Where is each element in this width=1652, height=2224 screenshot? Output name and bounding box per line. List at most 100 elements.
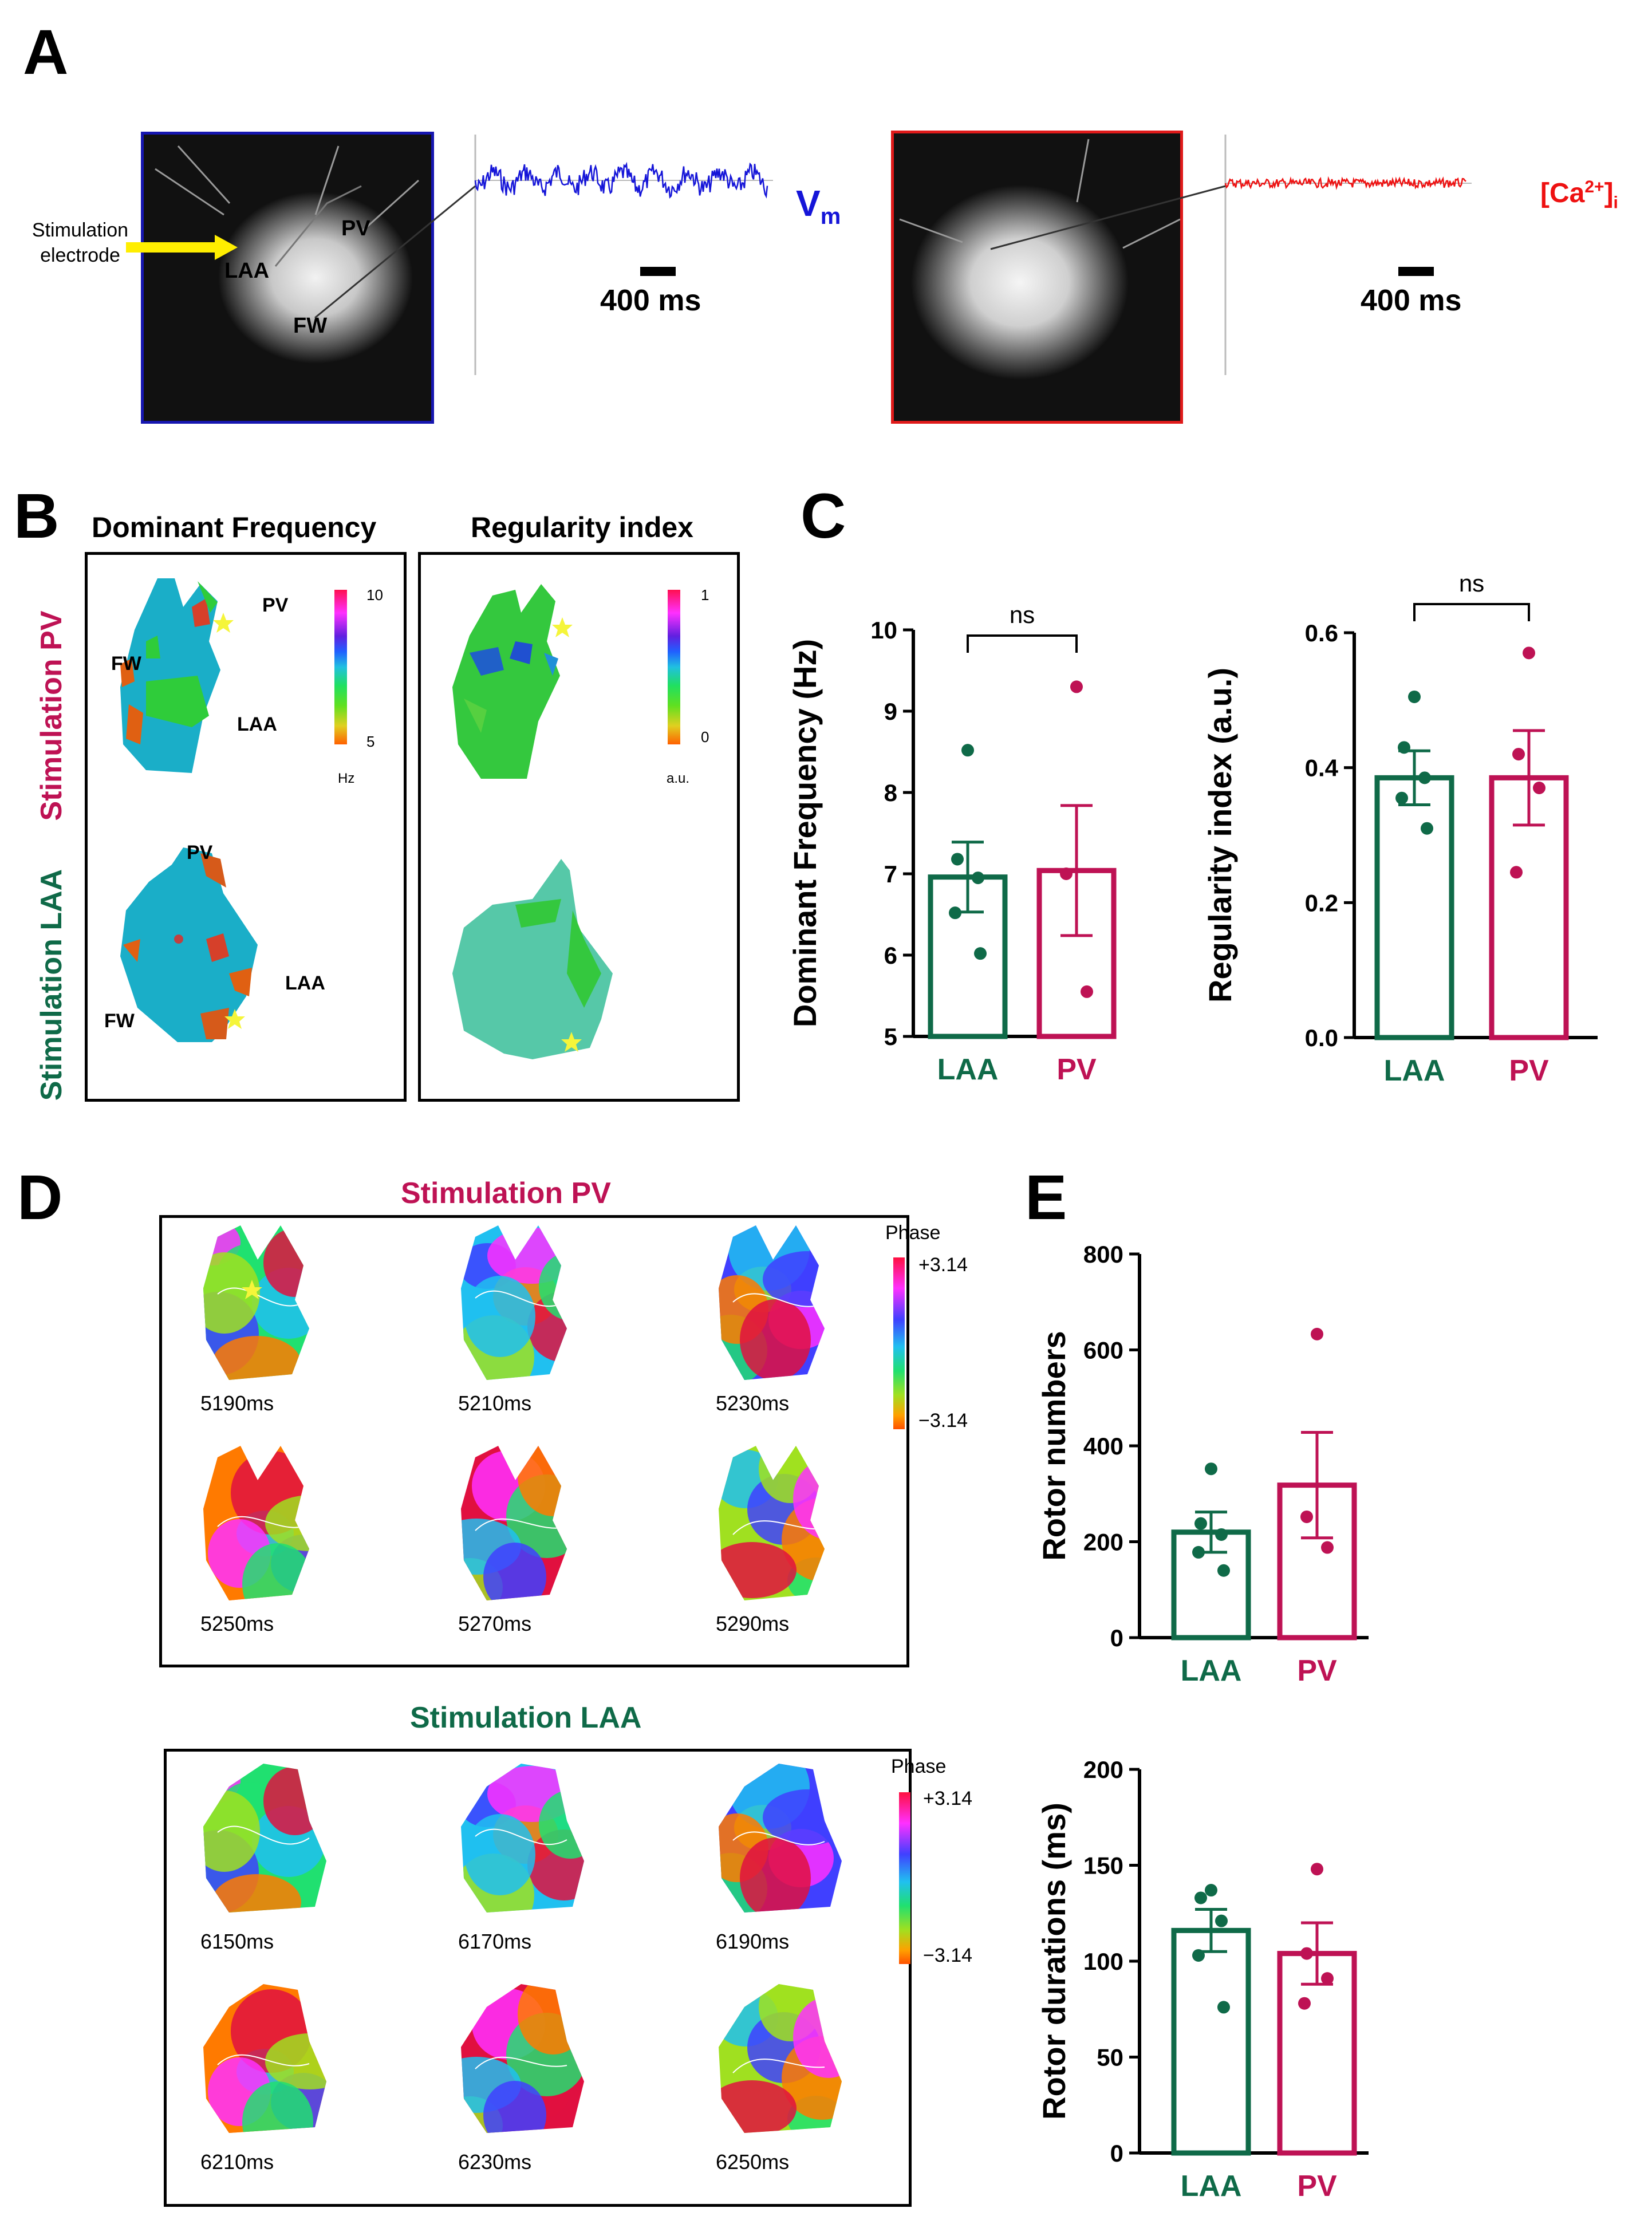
b-row-label-laa: Stimulation LAA	[35, 869, 68, 1101]
phase-isoline	[217, 1825, 310, 1845]
panel-letter-b: B	[14, 481, 60, 551]
a-label-pv: PV	[341, 216, 370, 240]
phase-isoline	[732, 2059, 825, 2073]
phase-blob	[265, 2033, 326, 2089]
phase-blob	[483, 1543, 546, 1600]
phase-map-star-icon	[242, 1280, 262, 1299]
phase-map	[203, 1764, 326, 1913]
phase-map	[461, 1984, 584, 2133]
scale-bar-vm	[640, 267, 676, 276]
phase-map-time-label: 6150ms	[200, 1930, 274, 1953]
phase-isoline	[732, 1293, 825, 1307]
b-row-label-pv: Stimulation PV	[35, 610, 68, 821]
data-point-laa	[974, 947, 987, 960]
vm-trace-line	[474, 161, 768, 199]
x-tick-label-laa: LAA	[1181, 2170, 1242, 2203]
phase-isoline	[475, 1290, 567, 1307]
phase-map	[203, 1446, 309, 1600]
phase-isoline	[217, 1516, 309, 1528]
y-tick-label: 0.0	[1305, 1024, 1338, 1051]
vm-label-sub: m	[820, 203, 841, 229]
y-tick-label: 6	[884, 942, 897, 969]
panel-letter-a: A	[23, 17, 69, 88]
d-phase-max-1: +3.14	[918, 1254, 968, 1276]
ri-colorbar	[668, 590, 680, 744]
phase-isoline	[732, 1520, 825, 1535]
y-axis-label: Regularity index (a.u.)	[1202, 668, 1238, 1003]
y-tick-label: 400	[1083, 1433, 1123, 1460]
df-map-laa-star-icon	[224, 1009, 245, 1029]
data-point-pv	[1523, 646, 1535, 660]
significance-bracket	[967, 634, 1078, 653]
d-box-stimulation-pv	[159, 1215, 909, 1667]
data-point-laa	[1205, 1884, 1217, 1897]
ri-map-laa-star-icon	[561, 1032, 582, 1052]
y-tick-label: 0	[1110, 1624, 1123, 1651]
phase-map-time-label: 6210ms	[200, 2150, 274, 2174]
ca-camera-image	[891, 131, 1183, 424]
data-point-laa	[1398, 741, 1410, 754]
phase-map-time-label: 5210ms	[458, 1391, 532, 1415]
phase-blob	[719, 2080, 797, 2133]
ca-label: [Ca2+]i	[1540, 178, 1618, 213]
stimulation-electrode-label: Stimulation electrode	[31, 219, 129, 266]
y-tick-label: 5	[884, 1023, 897, 1050]
significance-label: ns	[1459, 570, 1484, 597]
bar-laa	[1171, 1927, 1251, 2156]
d-phase-min-2: −3.14	[923, 1945, 973, 1966]
a-label-fw: FW	[293, 314, 328, 338]
b-box-dominant-frequency	[85, 552, 407, 1102]
phase-map-time-label: 6250ms	[716, 2150, 790, 2174]
phase-blob	[242, 1543, 309, 1600]
data-point-laa	[1215, 1914, 1228, 1927]
data-point-pv	[1510, 866, 1523, 879]
data-point-laa	[1421, 822, 1433, 835]
x-tick-label-pv: PV	[1056, 1053, 1097, 1086]
b-label-fw: FW	[111, 653, 141, 675]
ri-colorbar-unit: a.u.	[667, 771, 690, 786]
ca-label-sub: i	[1613, 193, 1618, 212]
df-colorbar-unit: Hz	[338, 771, 355, 786]
phase-blob	[740, 1299, 811, 1380]
data-point-laa	[1192, 1949, 1205, 1962]
phase-isoline	[475, 1828, 567, 1846]
df-map-pv	[120, 578, 220, 773]
vm-label-main: V	[796, 183, 821, 224]
ca-label-sup: 2+	[1584, 178, 1604, 196]
phase-map	[461, 1225, 567, 1380]
data-point-laa	[1192, 1545, 1205, 1559]
y-tick-label: 8	[884, 779, 897, 806]
df-map-pv-star-icon	[213, 613, 234, 633]
phase-map	[203, 1984, 326, 2133]
phase-map	[719, 1225, 825, 1380]
df-colorbar-min: 5	[366, 733, 375, 750]
stimulation-arrow-icon	[126, 235, 238, 260]
phase-map-time-label: 5250ms	[200, 1612, 274, 1635]
ri-map-pv	[452, 584, 560, 779]
phase-map-time-label: 5270ms	[458, 1612, 532, 1635]
data-point-pv	[1311, 1327, 1323, 1340]
panel-letter-c: C	[801, 481, 846, 551]
phase-blob	[265, 1495, 309, 1551]
b-label-pv2: PV	[187, 842, 213, 863]
y-tick-label: 0.4	[1305, 755, 1339, 782]
ri-map-laa	[452, 859, 613, 1059]
phase-blob	[242, 2081, 313, 2133]
chart-rotor-durations: 0 50 100 150 200 Rotor durations (ms) LAA PV	[1036, 1756, 1369, 2203]
d-phase-title-1: Phase	[885, 1222, 941, 1244]
data-point-laa	[949, 906, 961, 920]
phase-map-time-label: 6190ms	[716, 1930, 790, 1953]
y-tick-label: 0.6	[1305, 620, 1338, 646]
df-colorbar	[334, 590, 347, 744]
data-point-laa	[1194, 1517, 1207, 1530]
data-point-laa	[961, 744, 974, 757]
data-point-laa	[1205, 1462, 1217, 1476]
phase-map-time-label: 6230ms	[458, 2150, 532, 2174]
b-title-regularity-index: Regularity index	[471, 511, 693, 543]
b-label-fw2: FW	[104, 1010, 135, 1032]
phase-map-time-label: 5290ms	[716, 1612, 790, 1635]
y-tick-label: 50	[1097, 2044, 1123, 2071]
data-point-pv	[1070, 680, 1083, 693]
data-point-laa	[1194, 1891, 1207, 1904]
data-point-laa	[951, 853, 964, 866]
